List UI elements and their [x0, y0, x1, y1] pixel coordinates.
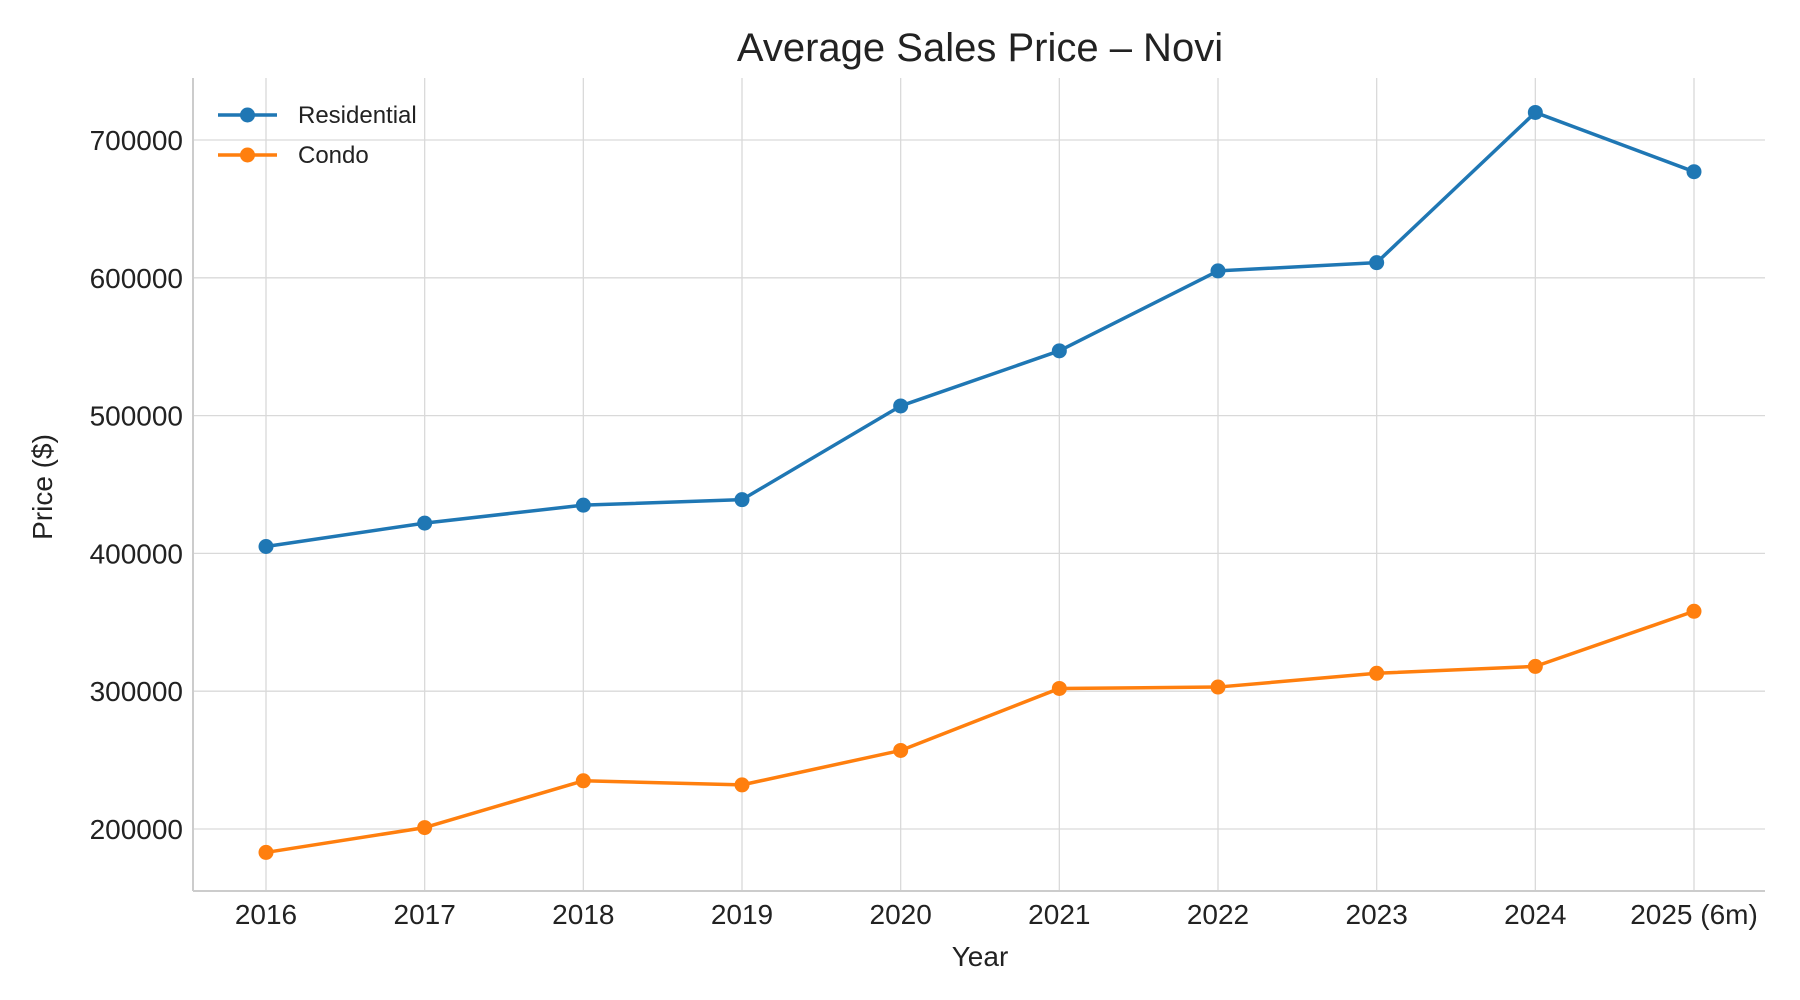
- legend-marker: [240, 107, 255, 123]
- data-point: [1686, 603, 1702, 619]
- data-point: [1210, 263, 1226, 279]
- y-tick-label: 700000: [90, 125, 183, 156]
- series-line: [264, 609, 1696, 855]
- legend-entry: Condo: [218, 142, 369, 169]
- y-tick-label: 400000: [90, 538, 183, 569]
- y-tick-label: 300000: [90, 676, 183, 707]
- y-tick-label: 600000: [90, 263, 183, 294]
- x-axis-label: Year: [952, 941, 1009, 972]
- data-point: [1527, 104, 1543, 120]
- x-axis-ticks: 2016 2017 2018 2019 2020 2021 2022 2023 2024 2025…: [235, 899, 1758, 930]
- axis-spines: [192, 78, 1765, 892]
- x-tick-label: 2022: [1187, 899, 1249, 930]
- x-tick-label: 2019: [711, 899, 773, 930]
- y-axis-ticks: 200000 300000 400000 500000 600000 700000: [90, 125, 183, 845]
- data-point: [1051, 343, 1067, 359]
- legend-label: Residential: [298, 102, 417, 129]
- x-tick-label: 2017: [394, 899, 456, 930]
- data-point: [734, 492, 750, 508]
- legend-entry: Residential: [218, 102, 417, 129]
- data-point: [1369, 665, 1385, 681]
- y-axis-label: Price ($): [27, 434, 58, 540]
- x-tick-label: 2018: [552, 899, 614, 930]
- data-point: [893, 742, 909, 758]
- series-group: [258, 104, 1702, 860]
- legend-label: Condo: [298, 142, 369, 169]
- x-tick-label: 2025 (6m): [1630, 899, 1758, 930]
- data-point: [258, 539, 274, 555]
- data-point: [575, 497, 591, 513]
- data-point: [1051, 680, 1067, 696]
- x-tick-label: 2016: [235, 899, 297, 930]
- data-point: [893, 398, 909, 414]
- legend-marker: [240, 147, 255, 163]
- data-point: [1210, 679, 1226, 695]
- x-tick-label: 2023: [1346, 899, 1408, 930]
- x-tick-label: 2021: [1028, 899, 1090, 930]
- y-tick-label: 200000: [90, 814, 183, 845]
- x-tick-label: 2024: [1504, 899, 1566, 930]
- data-point: [258, 844, 274, 860]
- y-tick-label: 500000: [90, 401, 183, 432]
- data-point: [1527, 658, 1543, 674]
- data-point: [1686, 164, 1702, 180]
- series-condo: [258, 603, 1702, 860]
- grid-lines: [193, 78, 1765, 891]
- series-residential: [258, 104, 1702, 555]
- data-point: [575, 773, 591, 789]
- data-point: [417, 820, 433, 836]
- x-tick-label: 2020: [870, 899, 932, 930]
- data-point: [1369, 255, 1385, 271]
- legend: Residential Condo: [218, 102, 417, 169]
- data-point: [417, 515, 433, 531]
- series-line: [264, 110, 1696, 549]
- data-point: [734, 777, 750, 793]
- chart-title: Average Sales Price – Novi: [737, 26, 1223, 70]
